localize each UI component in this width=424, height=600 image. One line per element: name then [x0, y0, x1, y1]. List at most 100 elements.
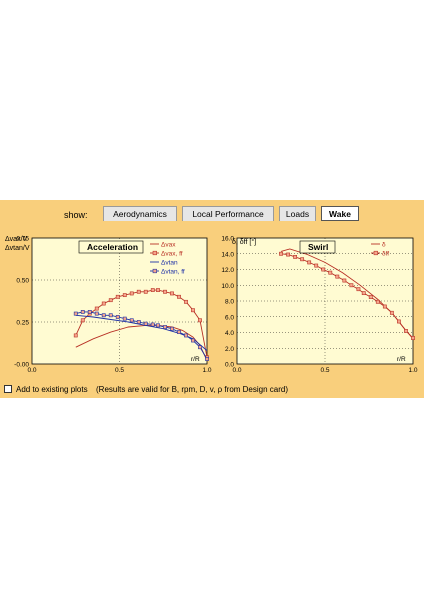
x-tick-label: 0.0 [27, 367, 36, 374]
data-point [101, 313, 106, 318]
legend-label: Δvtan [161, 260, 178, 267]
data-point [87, 310, 92, 314]
data-point [307, 260, 312, 265]
data-point [156, 288, 160, 292]
y-tick-label: 4.0 [225, 330, 234, 337]
title-box [78, 240, 144, 254]
data-point [150, 288, 155, 292]
data-point [286, 252, 290, 257]
legend-marker [152, 250, 157, 256]
acceleration-chart: 0.0 0.5 1.0 -0.00 0.25 0.50 0.75 Δvax/V Δvtan/… [2, 228, 212, 383]
swirl-chart-svg: 0.0 0.5 1.0 0.0 2.0 4.0 6.0 8.0 10.0 12.0 14.0 16.0… [221, 236, 418, 375]
legend: δ δff [371, 242, 389, 258]
data-point [349, 283, 354, 288]
data-point [170, 291, 174, 296]
x-tick-label: 1.0 [408, 367, 417, 374]
data-point [279, 251, 283, 256]
data-point [184, 299, 188, 304]
y-tick-label: 2.0 [225, 346, 234, 353]
data-point [382, 304, 387, 309]
y-tick-label: -0.00 [14, 362, 29, 369]
data-point [73, 333, 78, 338]
y-tick-label: 16.0 [221, 236, 234, 243]
add-to-existing-plots-label[interactable]: Add to existing plots [16, 385, 88, 394]
data-point [411, 336, 415, 340]
legend-label: δff [382, 251, 389, 258]
data-point [143, 321, 148, 326]
data-point [191, 338, 195, 343]
y-tick-label: 8.0 [225, 299, 234, 306]
tab-aerodynamics[interactable]: Aerodynamics [103, 206, 177, 221]
data-point [328, 270, 333, 275]
data-point [122, 316, 127, 321]
data-point [361, 291, 366, 296]
data-point [80, 318, 85, 323]
title-box [299, 240, 336, 254]
data-point [368, 295, 373, 299]
data-point [94, 306, 99, 311]
x-axis-label: r/R [397, 356, 406, 363]
data-point [115, 294, 120, 299]
data-point [177, 330, 181, 334]
y-axis-label-1: Δvax/V [5, 236, 28, 243]
x-tick-label: 1.0 [202, 367, 211, 374]
data-point [397, 319, 401, 324]
tab-loads[interactable]: Loads [279, 206, 316, 221]
data-point [122, 293, 127, 298]
add-to-existing-plots-checkbox[interactable] [4, 385, 12, 393]
data-point [335, 274, 340, 279]
data-point [156, 323, 160, 328]
data-point [170, 326, 174, 331]
chart-title: Swirl [308, 242, 328, 252]
swirl-chart: 0.0 0.5 1.0 0.0 2.0 4.0 6.0 8.0 10.0 12.0 14.0 16.0… [216, 228, 422, 383]
y-tick-label: 6.0 [225, 314, 234, 321]
data-point [150, 322, 155, 327]
data-point [129, 318, 134, 323]
data-point [321, 267, 326, 272]
data-point [163, 325, 167, 329]
y-tick-label: 0.0 [225, 362, 234, 369]
y-tick-label: 14.0 [221, 251, 234, 258]
legend-marker [373, 250, 378, 256]
data-point [293, 254, 297, 259]
legend-marker [152, 268, 157, 274]
data-point [108, 313, 113, 318]
data-point [314, 263, 319, 268]
data-point [108, 298, 113, 303]
show-label: show: [64, 210, 88, 220]
y-axis-label-2: Δvtan/V [5, 245, 30, 252]
data-point [342, 278, 347, 283]
data-point [136, 320, 141, 324]
y-tick-label: 0.50 [16, 278, 29, 285]
legend-label: δ [382, 242, 386, 249]
legend-label: Δvax [161, 242, 176, 249]
data-point [184, 333, 188, 338]
data-point [163, 289, 167, 294]
data-point [389, 310, 394, 315]
tab-local-performance[interactable]: Local Performance [182, 206, 274, 221]
chart-title: Acceleration [87, 242, 138, 252]
data-point [198, 345, 202, 350]
y-tick-label: 10.0 [221, 283, 234, 290]
tab-bar: show: Aerodynamics Local Performance Loa… [0, 205, 424, 225]
data-point [115, 315, 120, 319]
y-tick-label: 12.0 [221, 267, 234, 274]
y-axis-label: δ, δff [°] [232, 238, 256, 246]
tab-wake[interactable]: Wake [321, 206, 359, 221]
data-point [404, 329, 408, 333]
data-point [101, 301, 106, 306]
legend-label: Δvax, ff [161, 251, 183, 258]
x-axis-label: r/R [191, 356, 200, 363]
data-point [94, 311, 99, 316]
x-tick-label: 0.5 [115, 367, 124, 374]
x-tick-label: 0.5 [320, 367, 329, 374]
y-tick-label: 0.75 [16, 236, 29, 243]
legend-label: Δvtan, ff [161, 269, 185, 276]
data-point [136, 289, 141, 294]
data-point [177, 294, 181, 299]
data-point [191, 308, 195, 313]
data-point [205, 357, 209, 361]
y-tick-label: 0.25 [16, 320, 29, 327]
data-point [300, 257, 305, 262]
data-point [129, 291, 134, 296]
